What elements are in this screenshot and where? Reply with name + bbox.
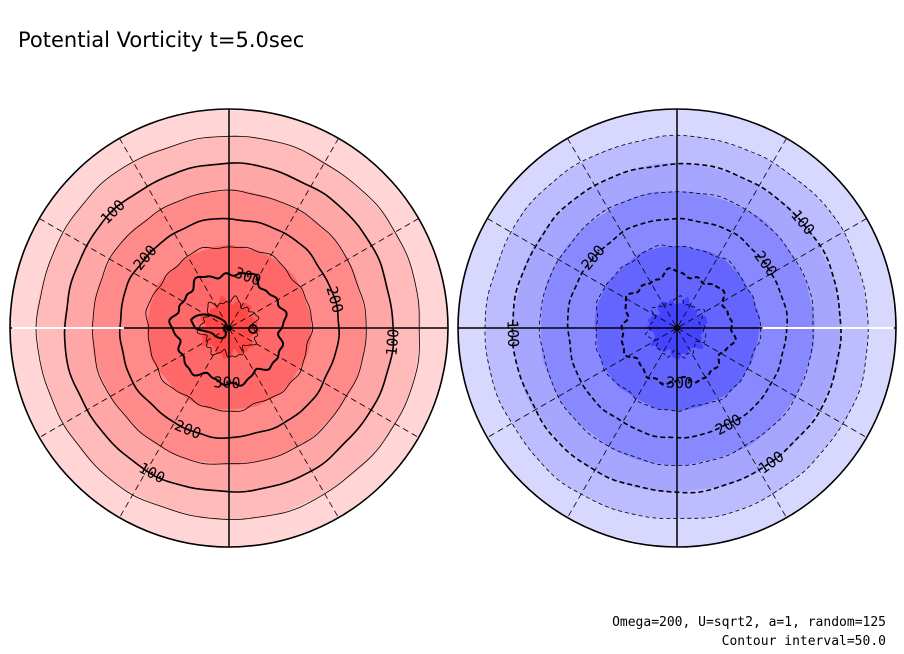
meridian-120	[567, 138, 787, 518]
meridian-60	[567, 138, 787, 518]
chart-title: Potential Vorticity t=5.0sec	[18, 28, 304, 52]
contour-label: -300	[657, 373, 694, 392]
pole-marker	[674, 325, 680, 331]
contour-label: 100	[503, 320, 522, 348]
meridian-30	[487, 218, 867, 438]
contour-label: 300	[213, 373, 241, 392]
meridian-60	[119, 138, 339, 518]
disk-rim	[457, 108, 897, 548]
small-vortex	[248, 324, 258, 334]
meridian-150	[39, 218, 419, 438]
meridian-150	[487, 218, 867, 438]
pole-marker	[226, 325, 232, 331]
meridian-30	[39, 218, 419, 438]
contour-label: 100	[382, 328, 402, 357]
parameters-note: Omega=200, U=sqrt2, a=1, random=125	[612, 615, 886, 630]
vortex-blob	[189, 313, 227, 340]
contour-interval-note: Contour interval=50.0	[722, 634, 886, 649]
meridian-120	[119, 138, 339, 518]
disk-rim	[9, 108, 449, 548]
